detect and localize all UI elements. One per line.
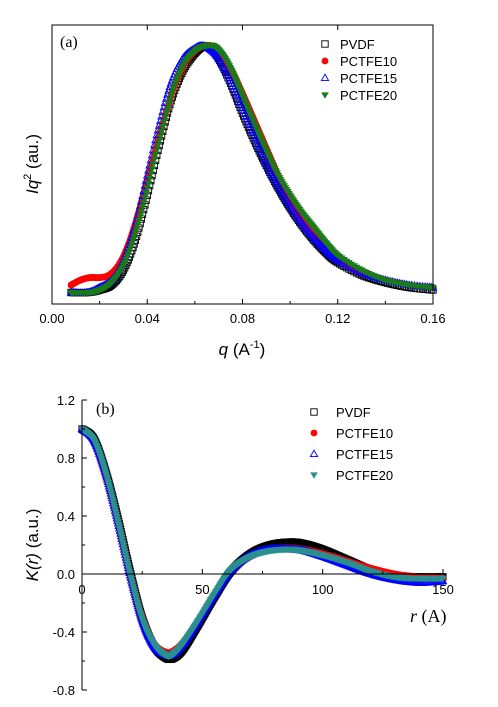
y-tick-label: -0.8 — [53, 683, 75, 698]
data-point — [147, 171, 155, 178]
x-tick-label: 0 — [78, 582, 85, 597]
data-point — [156, 133, 165, 140]
data-point — [155, 138, 163, 145]
legend-marker-pvdf — [321, 40, 329, 48]
data-point — [141, 194, 149, 202]
y-tick-label: 1.2 — [57, 393, 75, 408]
x-tick-label: 150 — [432, 582, 454, 597]
panel-a-label: (a) — [60, 34, 78, 51]
data-point — [142, 189, 150, 197]
x-tick-label: 0.00 — [39, 311, 64, 326]
data-point — [160, 119, 168, 126]
legend-label-pvdf: PVDF — [340, 37, 375, 52]
x-tick-label: 0.16 — [420, 311, 445, 326]
data-point — [148, 166, 156, 173]
panel-a-x-axis-title: q (A-1) — [219, 339, 266, 359]
data-point — [330, 253, 339, 262]
data-point — [144, 180, 153, 188]
data-point — [137, 208, 146, 216]
data-point — [130, 233, 138, 241]
data-point — [139, 199, 148, 206]
legend-label-pvdf: PVDF — [336, 405, 371, 420]
data-point — [152, 147, 161, 154]
x-tick-label: 0.12 — [325, 311, 350, 326]
legend-marker-pctfe20 — [321, 92, 329, 99]
y-tick-label: 0.4 — [57, 509, 75, 524]
panel-a-series-pctfe20 — [67, 42, 437, 297]
x-tick-label: 0.04 — [135, 311, 160, 326]
data-point — [150, 156, 159, 164]
data-point — [131, 230, 140, 237]
data-point — [158, 123, 167, 131]
data-point — [149, 161, 158, 169]
panel-b-series — [77, 424, 448, 664]
panel-a-ticks: 0.00 0.04 0.08 0.12 0.16 — [39, 25, 446, 326]
data-point — [151, 152, 160, 159]
legend-marker-pctfe15 — [320, 73, 330, 82]
panel-a-series — [66, 41, 438, 297]
x-tick-label: 50 — [195, 582, 209, 597]
legend-label-pctfe10: PCTFE10 — [336, 426, 393, 441]
data-point — [143, 185, 152, 192]
data-point — [136, 213, 144, 220]
legend-marker-pctfe20 — [310, 472, 318, 479]
panel-b-x-axis-title: r (A) — [410, 606, 447, 627]
data-point — [439, 575, 447, 583]
legend-marker-pctfe10 — [310, 429, 318, 437]
data-point — [138, 204, 147, 211]
data-point — [157, 128, 166, 136]
panel-b-series-pctfe20 — [78, 426, 447, 660]
legend-marker-pctfe15 — [309, 449, 319, 458]
data-point — [133, 222, 142, 229]
y-tick-label: 0.8 — [57, 451, 75, 466]
x-tick-label: 0.08 — [230, 311, 255, 326]
data-point — [135, 217, 143, 225]
panel-a-y-axis-title: Iq2 (au.) — [22, 134, 42, 194]
data-point — [163, 105, 172, 112]
legend-label-pctfe15: PCTFE15 — [336, 447, 393, 462]
data-point — [164, 101, 173, 108]
y-tick-label: -0.4 — [53, 625, 75, 640]
data-point — [132, 226, 141, 233]
data-point — [162, 109, 171, 117]
data-point — [167, 93, 175, 100]
legend-marker-pvdf — [310, 408, 318, 416]
panel-b-axes: -0.8 -0.4 0.0 0.4 0.8 1.2 0 50 100 150 — [53, 393, 454, 698]
legend-label-pctfe20: PCTFE20 — [336, 468, 393, 483]
legend-label-pctfe10: PCTFE10 — [340, 54, 397, 69]
panel-b-legend: PVDF PCTFE10 PCTFE15 PCTFE20 — [309, 405, 393, 483]
legend-marker-pctfe10 — [321, 57, 329, 65]
legend-label-pctfe15: PCTFE15 — [340, 71, 397, 86]
y-tick-label: 0.0 — [57, 567, 75, 582]
panel-b-label: (b) — [96, 401, 115, 418]
data-point — [145, 175, 154, 183]
data-point — [141, 175, 151, 184]
data-point — [161, 114, 169, 121]
data-point — [129, 237, 137, 245]
data-point — [154, 142, 162, 150]
x-tick-label: 100 — [312, 582, 334, 597]
legend-label-pctfe20: PCTFE20 — [340, 88, 397, 103]
panel-b: -0.8 -0.4 0.0 0.4 0.8 1.2 0 50 100 150 (b) PVDF PC… — [23, 393, 454, 698]
panel-a: 0.00 0.04 0.08 0.12 0.16 (a) PVDF PCTFE10 PCTF… — [22, 24, 446, 359]
panel-b-y-axis-title: K(r) (a.u.) — [23, 509, 42, 582]
data-point — [140, 180, 150, 189]
panel-a-legend: PVDF PCTFE10 PCTFE15 PCTFE20 — [320, 37, 397, 103]
data-point — [166, 97, 174, 104]
